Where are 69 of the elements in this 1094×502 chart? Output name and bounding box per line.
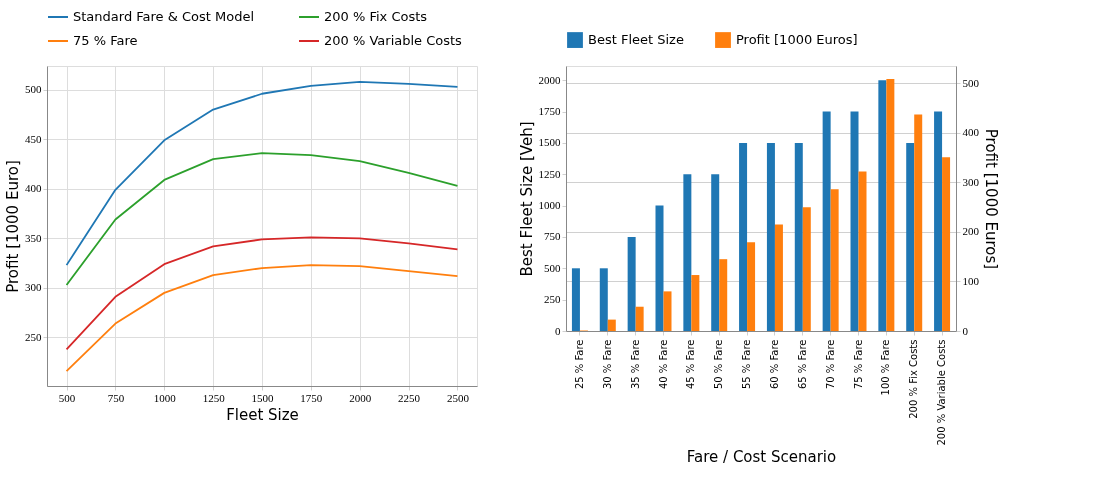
legend-label: 75 % Fare [73, 33, 138, 48]
legend-label: Standard Fare & Cost Model [73, 9, 255, 24]
x-tick-label: 75 % Fare [852, 339, 864, 390]
y-tick-label: 2000 [538, 73, 561, 86]
legend-label: Profit [1000 Euros] [736, 32, 858, 48]
bar [739, 142, 748, 331]
x-tick-label: 50 % Fare [713, 339, 725, 390]
x-axis-title: Fare / Cost Scenario [686, 447, 837, 466]
x-tick-label: 1750 [300, 391, 323, 404]
y-tick-label: 450 [25, 132, 42, 145]
line-series [65, 236, 459, 351]
y-tick-label: 500 [25, 83, 42, 96]
y-tick-label: 1250 [538, 167, 561, 180]
x-tick-label: 1000 [153, 391, 177, 404]
bar [635, 306, 644, 331]
y2-tick-label: 0 [962, 324, 969, 337]
y2-tick-label: 500 [962, 76, 980, 89]
x-tick-label: 60 % Fare [768, 339, 780, 390]
y2-axis-title: Profit [1000 Euros] [982, 128, 1000, 270]
legend-label: Best Fleet Size [588, 32, 684, 48]
y-tick-label: 350 [25, 231, 42, 244]
y2-tick-label: 300 [962, 175, 980, 188]
y-tick-label: 400 [25, 182, 42, 195]
legend-label: 200 % Variable Costs [324, 33, 463, 48]
bar [599, 268, 608, 331]
x-tick-label: 2250 [398, 391, 421, 404]
bar [627, 236, 636, 331]
line-series [65, 80, 459, 267]
x-tick-label: 55 % Fare [741, 339, 753, 390]
y-tick-label: 250 [25, 330, 42, 343]
bar [683, 174, 692, 331]
x-tick-label: 1250 [202, 391, 226, 404]
y-tick-label: 750 [544, 230, 561, 243]
x-tick-label: 30 % Fare [601, 339, 613, 390]
y2-tick-label: 200 [962, 225, 980, 238]
bar [571, 268, 580, 331]
legend-label: 200 % Fix Costs [324, 9, 428, 24]
x-tick-label: 65 % Fare [796, 339, 808, 390]
y2-tick-label: 400 [962, 126, 980, 139]
y-tick-label: 1750 [538, 105, 561, 118]
line-series [65, 264, 459, 373]
y-tick-label: 250 [544, 293, 561, 306]
bar [663, 291, 672, 331]
x-tick-label: 500 [58, 391, 76, 404]
x-tick-label: 35 % Fare [629, 339, 641, 390]
x-tick-label: 40 % Fare [657, 339, 669, 390]
x-tick-label: 25 % Fare [573, 339, 585, 390]
x-tick-label: 200 % Variable Costs [936, 339, 948, 446]
x-tick-label: 45 % Fare [685, 339, 697, 390]
x-tick-label: 750 [107, 391, 125, 404]
line-series [65, 152, 459, 286]
x-axis-title: Fleet Size [226, 405, 299, 424]
y-axis-title: Profit [1000 Euro] [4, 160, 22, 293]
y-tick-label: 1000 [538, 199, 561, 212]
y-axis-title: Best Fleet Size [Veh] [517, 121, 536, 277]
bar [607, 319, 616, 331]
bar [655, 205, 664, 331]
y2-tick-label: 100 [962, 274, 980, 287]
x-tick-label: 2000 [349, 391, 372, 404]
x-tick-label: 100 % Fare [880, 339, 892, 396]
y-tick-label: 300 [25, 281, 42, 294]
x-tick-label: 200 % Fix Costs [908, 339, 920, 419]
x-tick-label: 1500 [251, 391, 274, 404]
x-tick-label: 70 % Fare [824, 339, 836, 390]
y-tick-label: 0 [555, 324, 561, 337]
y-tick-label: 1500 [538, 136, 561, 149]
bar [711, 174, 720, 331]
x-tick-label: 2500 [446, 391, 470, 404]
y-tick-label: 500 [544, 261, 561, 274]
